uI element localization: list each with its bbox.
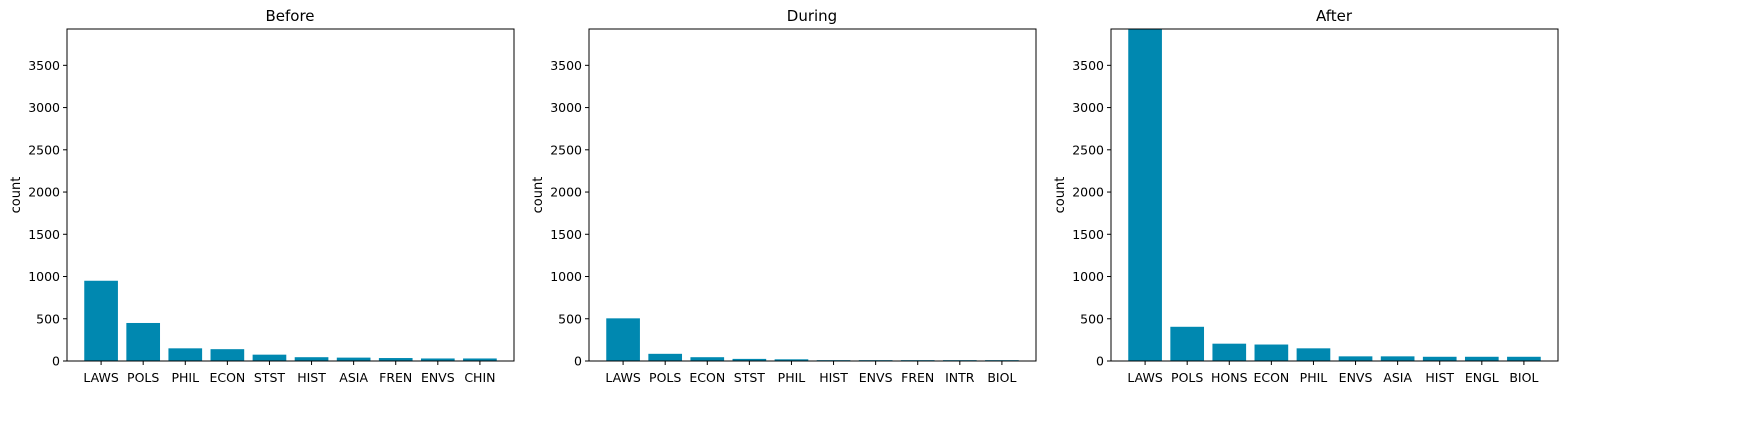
x-tick-label: STST — [734, 370, 766, 385]
axes-frame — [588, 28, 1037, 362]
y-tick-label: 1500 — [28, 227, 60, 242]
y-tick-label: 2000 — [550, 185, 582, 200]
bar-pols — [1170, 326, 1205, 361]
y-tick-label: 1000 — [550, 269, 582, 284]
y-tick-label: 0 — [574, 354, 582, 369]
y-tick-label: 1500 — [1072, 227, 1104, 242]
x-tick-label: FREN — [379, 370, 412, 385]
y-tick-label: 2500 — [28, 142, 60, 157]
y-axis-label: count — [9, 177, 24, 214]
bar-hist — [294, 357, 329, 361]
bar-phil — [168, 348, 203, 361]
y-tick-label: 0 — [52, 354, 60, 369]
x-tick-label: CHIN — [464, 370, 495, 385]
axes-frame — [1110, 28, 1559, 362]
bar-asia — [336, 357, 371, 361]
bar-chin — [463, 358, 497, 361]
x-tick-label: ASIA — [339, 370, 368, 385]
y-axis-label: count — [531, 177, 546, 214]
x-tick-label: PHIL — [1300, 370, 1328, 385]
x-tick-label: POLS — [127, 370, 159, 385]
x-tick-label: ECON — [209, 370, 245, 385]
bar-phil — [774, 359, 809, 361]
bar-envs — [420, 358, 455, 361]
y-tick-label: 3500 — [550, 58, 582, 73]
bar-laws — [84, 280, 118, 361]
x-tick-label: ASIA — [1383, 370, 1412, 385]
y-tick-label: 500 — [1080, 311, 1104, 326]
y-tick-label: 2000 — [28, 185, 60, 200]
x-tick-label: ENVS — [421, 370, 455, 385]
bar-biol — [1507, 356, 1541, 361]
y-tick-label: 3500 — [1072, 58, 1104, 73]
x-tick-label: PHIL — [778, 370, 806, 385]
x-tick-label: HIST — [297, 370, 326, 385]
subplot-after: After count 0 500 1000 1500 2000 2500 3000 3500… — [1053, 7, 1559, 385]
x-tick-label: HIST — [1425, 370, 1454, 385]
x-tick-label: POLS — [1171, 370, 1203, 385]
bar-hons — [1212, 343, 1247, 361]
bar-econ — [690, 357, 725, 361]
x-tick-label: ECON — [1253, 370, 1289, 385]
x-tick-label: INTR — [945, 370, 975, 385]
y-tick-label: 2500 — [1072, 142, 1104, 157]
x-tick-label: FREN — [901, 370, 934, 385]
bar-stst — [732, 358, 767, 361]
bar-asia — [1380, 356, 1415, 361]
bar-engl — [1464, 356, 1499, 361]
bar-hist — [1422, 356, 1457, 361]
x-tick-label: ENVS — [859, 370, 893, 385]
x-tick-label: HONS — [1211, 370, 1248, 385]
chart-title: During — [787, 7, 837, 25]
y-tick-label: 500 — [558, 311, 582, 326]
bar-laws — [1128, 29, 1162, 361]
x-tick-label: BIOL — [987, 370, 1016, 385]
y-tick-label: 1000 — [28, 269, 60, 284]
x-tick-label: BIOL — [1509, 370, 1538, 385]
y-tick-label: 1000 — [1072, 269, 1104, 284]
subplot-before: Before count 0 500 1000 1500 2000 2500 3000 350… — [9, 7, 515, 385]
x-tick-label: STST — [254, 370, 286, 385]
y-tick-label: 3500 — [28, 58, 60, 73]
bar-envs — [1338, 356, 1373, 361]
axes-frame — [66, 28, 515, 362]
chart-title: Before — [265, 7, 314, 25]
bar-econ — [1254, 344, 1289, 361]
x-tick-label: PHIL — [171, 370, 199, 385]
y-tick-label: 1500 — [550, 227, 582, 242]
x-tick-label: ECON — [689, 370, 725, 385]
y-tick-label: 3000 — [1072, 100, 1104, 115]
x-tick-label: HIST — [819, 370, 848, 385]
y-tick-label: 0 — [1096, 354, 1104, 369]
bar-econ — [210, 349, 245, 361]
y-tick-label: 3000 — [28, 100, 60, 115]
bar-stst — [252, 354, 287, 361]
x-tick-label: LAWS — [83, 370, 118, 385]
y-tick-label: 3000 — [550, 100, 582, 115]
subplot-during: During count 0 500 1000 1500 2000 2500 3000 350… — [531, 7, 1037, 385]
y-tick-label: 500 — [36, 311, 60, 326]
chart-title: After — [1316, 7, 1353, 25]
x-tick-label: ENVS — [1339, 370, 1373, 385]
bar-phil — [1296, 348, 1331, 361]
bar-pols — [126, 322, 161, 361]
bar-pols — [648, 353, 683, 361]
y-axis-label: count — [1053, 177, 1068, 214]
bar-laws — [606, 318, 640, 361]
y-tick-label: 2000 — [1072, 185, 1104, 200]
bar-fren — [378, 358, 413, 361]
x-tick-label: LAWS — [1127, 370, 1162, 385]
y-tick-label: 2500 — [550, 142, 582, 157]
x-tick-label: LAWS — [605, 370, 640, 385]
x-tick-label: POLS — [649, 370, 681, 385]
x-tick-label: ENGL — [1465, 370, 1499, 385]
